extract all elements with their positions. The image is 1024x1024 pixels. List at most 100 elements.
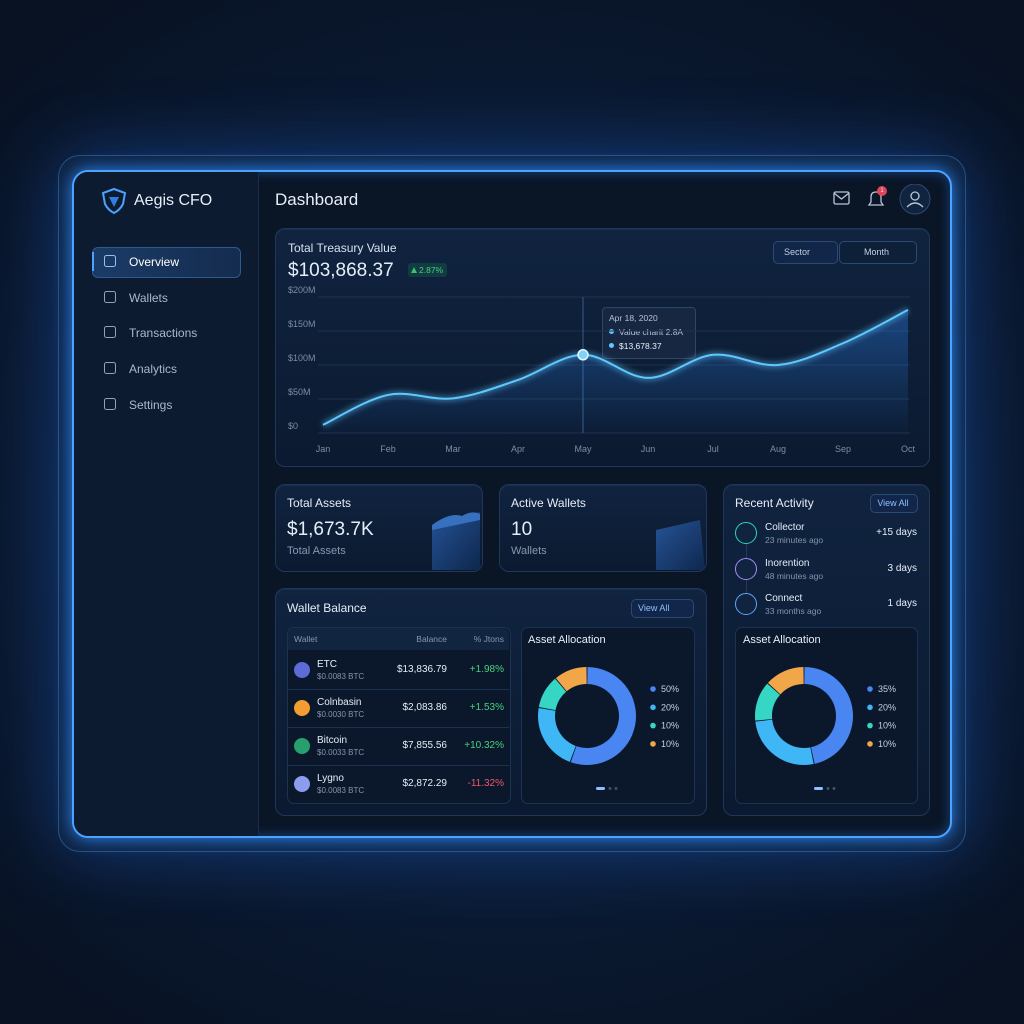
sidebar	[74, 172, 259, 836]
nav-icon[interactable]	[104, 291, 116, 303]
table-header: Balance	[416, 634, 447, 644]
donut-slice	[570, 667, 636, 765]
x-tick-label: Sep	[835, 444, 851, 454]
card-title: Active Wallets	[511, 496, 586, 510]
filter-month[interactable]	[839, 241, 917, 264]
legend-dot	[650, 741, 656, 747]
activity-icon	[735, 522, 757, 544]
row-divider	[288, 689, 509, 690]
tooltip-label: Value charit 2.8A	[619, 327, 684, 337]
donut-slice	[555, 667, 587, 692]
wallet-balance: $7,855.56	[402, 740, 448, 751]
coin-icon	[294, 738, 310, 754]
activity-name: Connect	[765, 593, 803, 604]
x-tick-label: Feb	[380, 444, 396, 454]
donut-title: Asset Allocation	[743, 634, 821, 646]
wallet-change: +1.53%	[469, 702, 504, 713]
wallet-sub: $0.0033 BTC	[317, 748, 365, 757]
card-caption: Total Assets	[287, 545, 346, 557]
x-tick-label: Aug	[770, 444, 786, 454]
y-tick-label: $200M	[288, 285, 316, 295]
activity-value: 3 days	[887, 563, 917, 574]
nav-icon[interactable]	[104, 362, 116, 374]
legend-label: 20%	[661, 702, 679, 712]
activity-title: Recent Activity	[735, 496, 814, 510]
card-caption: Wallets	[511, 545, 547, 557]
view-all[interactable]: View All	[638, 603, 670, 613]
y-tick-label: $50M	[288, 387, 311, 397]
highlight-point	[577, 349, 589, 361]
tooltip-dot	[609, 343, 614, 348]
view-all-dropdown[interactable]	[631, 599, 694, 618]
filter-sector[interactable]	[773, 241, 838, 264]
wallet-name: Bitcoin	[317, 735, 348, 746]
header-icons[interactable]	[826, 184, 936, 216]
tooltip-date: Apr 18, 2020	[609, 313, 658, 323]
nav-active-bar	[92, 252, 94, 271]
table-header: Wallet	[294, 634, 318, 644]
nav-icon[interactable]	[104, 255, 116, 267]
legend-label: 50%	[661, 684, 679, 694]
nav-active	[92, 247, 241, 278]
card-value: $1,673.7K	[287, 519, 374, 540]
legend-dot	[867, 741, 873, 747]
treasury-title: Total Treasury Value	[288, 241, 397, 255]
nav-label[interactable]: Overview	[129, 255, 180, 269]
wallet-change: +1.98%	[469, 664, 504, 675]
legend-label: 10%	[661, 721, 679, 731]
wallet-title: Wallet Balance	[287, 601, 367, 615]
legend-dot	[650, 686, 656, 692]
page-title: Dashboard	[275, 190, 359, 209]
tooltip	[602, 307, 696, 359]
view-all[interactable]: View All	[877, 498, 909, 508]
notification-badge	[877, 186, 887, 196]
activity-name: Collector	[765, 522, 805, 533]
wallet-balance: $2,872.29	[402, 778, 448, 789]
donut-slice	[538, 678, 567, 711]
wallet-sub: $0.0030 BTC	[317, 710, 365, 719]
card-value: 10	[511, 519, 533, 540]
y-tick-label: $0	[288, 421, 298, 431]
wallet-balance: $2,083.86	[402, 702, 448, 713]
up-arrow	[411, 267, 417, 273]
view-all-button[interactable]	[870, 494, 918, 513]
donut-slice	[804, 667, 854, 764]
nav-label[interactable]: Settings	[129, 398, 173, 412]
wallet-sub: $0.0083 BTC	[317, 786, 365, 795]
nav-label[interactable]: Transactions	[129, 326, 198, 340]
coin-icon	[294, 662, 310, 678]
x-tick-label: Jan	[316, 444, 331, 454]
wallet-change: +10.32%	[464, 740, 504, 751]
x-tick-label: Jul	[707, 444, 719, 454]
x-tick-label: Apr	[511, 444, 525, 454]
donut-title: Asset Allocation	[528, 634, 606, 646]
activity-icon	[735, 593, 757, 615]
legend-label: 10%	[878, 739, 896, 749]
brand: Aegis CFO	[134, 192, 213, 209]
y-tick-label: $100M	[288, 353, 316, 363]
nav-label[interactable]: Analytics	[129, 362, 178, 376]
nav-label[interactable]: Wallets	[129, 291, 168, 305]
wallet-balance: $13,836.79	[396, 664, 447, 675]
legend-dot	[867, 704, 873, 711]
activity-time: 33 months ago	[765, 606, 822, 616]
filter-label[interactable]: Sector	[784, 247, 811, 257]
wallet-name: Lygno	[317, 773, 344, 784]
treasury-value: $103,868.37	[288, 260, 394, 281]
x-tick-label: May	[574, 444, 592, 454]
donut-slice	[538, 707, 576, 762]
coin-icon	[294, 700, 310, 716]
line	[322, 309, 909, 426]
nav-icon[interactable]	[104, 326, 116, 338]
legend-label: 10%	[661, 739, 679, 749]
table-header: % Jtons	[473, 634, 504, 644]
legend-dot	[650, 704, 656, 711]
logo	[101, 187, 127, 215]
card-art	[432, 512, 705, 570]
nav-icon[interactable]	[104, 398, 116, 410]
filter-label[interactable]: Month	[864, 247, 890, 257]
activity-time: 23 minutes ago	[765, 535, 824, 545]
wallet-name: ETC	[317, 659, 337, 670]
change-value: 2.87%	[419, 265, 444, 275]
